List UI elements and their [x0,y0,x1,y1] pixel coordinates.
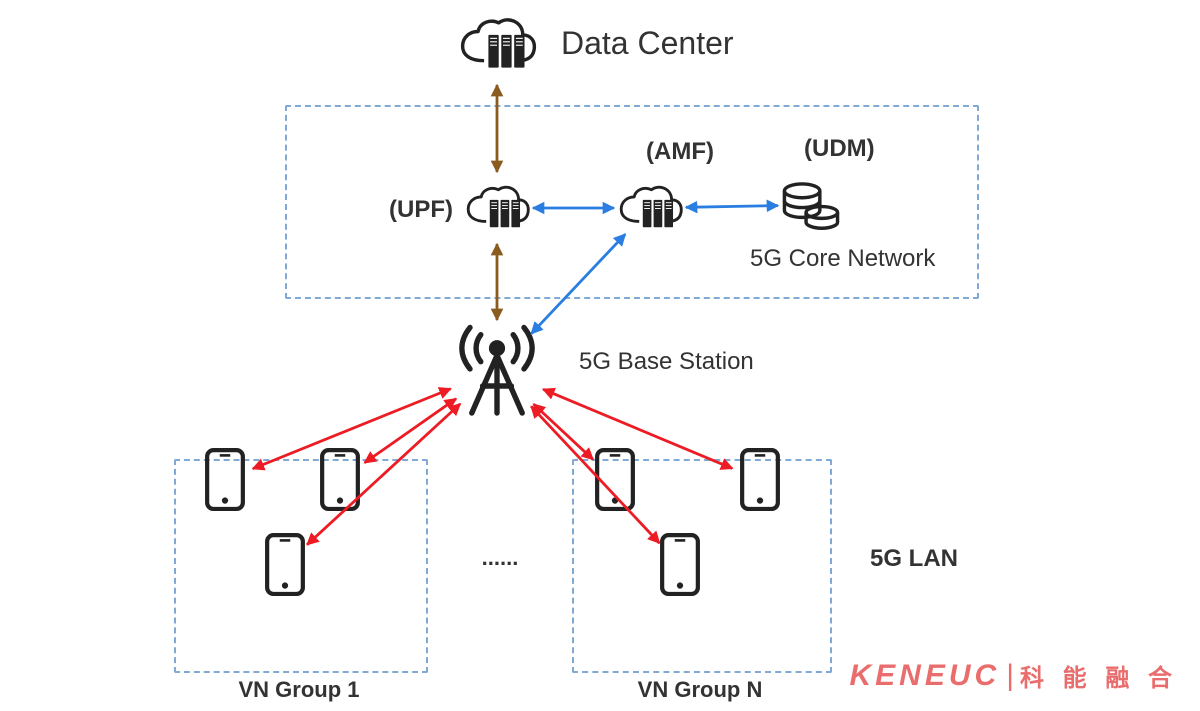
vn-group-1-label: VN Group 1 [238,677,359,703]
diagram-canvas: Data Center (UPF) (AMF) (UDM) 5G Core Ne… [0,0,1200,711]
phone-icon [659,532,701,602]
arrow [543,389,732,468]
watermark: KENEUC | 科 能 融 合 [850,658,1179,693]
amf-label: (AMF) [646,138,714,166]
arrow [534,404,593,459]
core-network-label: 5G Core Network [750,245,935,273]
watermark-cn: 科 能 融 合 [1020,658,1178,693]
phone-icon [319,447,361,517]
data-center-label: Data Center [561,25,734,62]
arrow [365,399,456,463]
phone-icon [204,447,246,517]
vn-group-n-label: VN Group N [638,677,763,703]
phone-icon [264,532,306,602]
data-center-icon [454,16,540,79]
upf-label: (UPF) [389,196,453,224]
watermark-separator: | [1006,659,1014,693]
base-station-antenna-icon [452,323,542,423]
watermark-logo: KENEUC [850,659,1001,693]
udm-database-icon [780,181,840,235]
ellipsis-label: ...... [482,545,519,571]
upf-icon [461,184,533,238]
phone-icon [594,447,636,517]
phone-icon [739,447,781,517]
lan-label: 5G LAN [870,545,958,573]
base-station-label: 5G Base Station [579,348,754,376]
udm-label: (UDM) [804,135,875,163]
amf-icon [614,184,686,238]
